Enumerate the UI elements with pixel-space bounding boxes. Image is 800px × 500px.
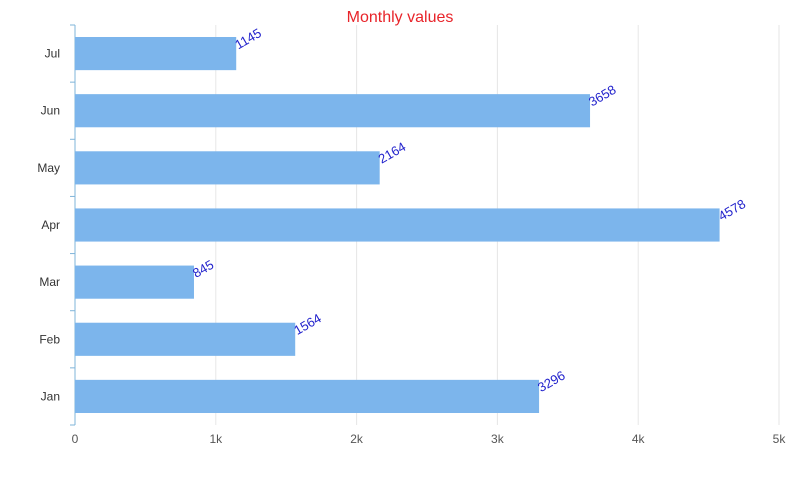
chart-title: Monthly values	[347, 9, 454, 26]
x-tick-label: 3k	[491, 432, 505, 446]
data-label: 4578	[716, 196, 749, 223]
x-tick-label: 2k	[350, 432, 364, 446]
data-label: 3658	[586, 82, 619, 109]
y-category-label: Mar	[39, 275, 60, 289]
data-label: 1145	[232, 25, 264, 52]
data-label: 2164	[376, 139, 409, 166]
x-tick-label: 0	[72, 432, 79, 446]
bar-apr	[75, 208, 720, 242]
bar-jun	[75, 94, 591, 128]
x-tick-label: 5k	[773, 432, 787, 446]
y-category-label: Jun	[41, 104, 60, 118]
x-tick-label: 4k	[632, 432, 646, 446]
bar-jul	[75, 37, 237, 71]
y-category-label: Apr	[41, 218, 60, 232]
bar-feb	[75, 322, 296, 356]
data-label: 1564	[291, 310, 324, 337]
bar-jan	[75, 379, 540, 413]
y-category-label: May	[37, 161, 60, 175]
bar-mar	[75, 265, 194, 299]
data-label: 3296	[535, 368, 568, 395]
y-category-label: Jan	[41, 389, 60, 403]
y-category-label: Jul	[45, 47, 60, 61]
axis-layer: 0 1k 2k 3k 4k 5k	[70, 24, 787, 446]
bar-may	[75, 151, 380, 185]
y-category-label: Feb	[39, 332, 60, 346]
x-tick-label: 1k	[209, 432, 223, 446]
bars-layer	[75, 37, 720, 413]
